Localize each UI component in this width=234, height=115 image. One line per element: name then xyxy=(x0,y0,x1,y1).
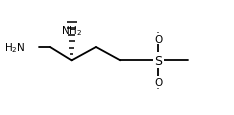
Text: S: S xyxy=(154,54,162,67)
Text: O: O xyxy=(154,34,162,44)
Text: H$_2$N: H$_2$N xyxy=(4,41,26,54)
Text: NH$_2$: NH$_2$ xyxy=(61,24,82,37)
Text: O: O xyxy=(154,77,162,87)
